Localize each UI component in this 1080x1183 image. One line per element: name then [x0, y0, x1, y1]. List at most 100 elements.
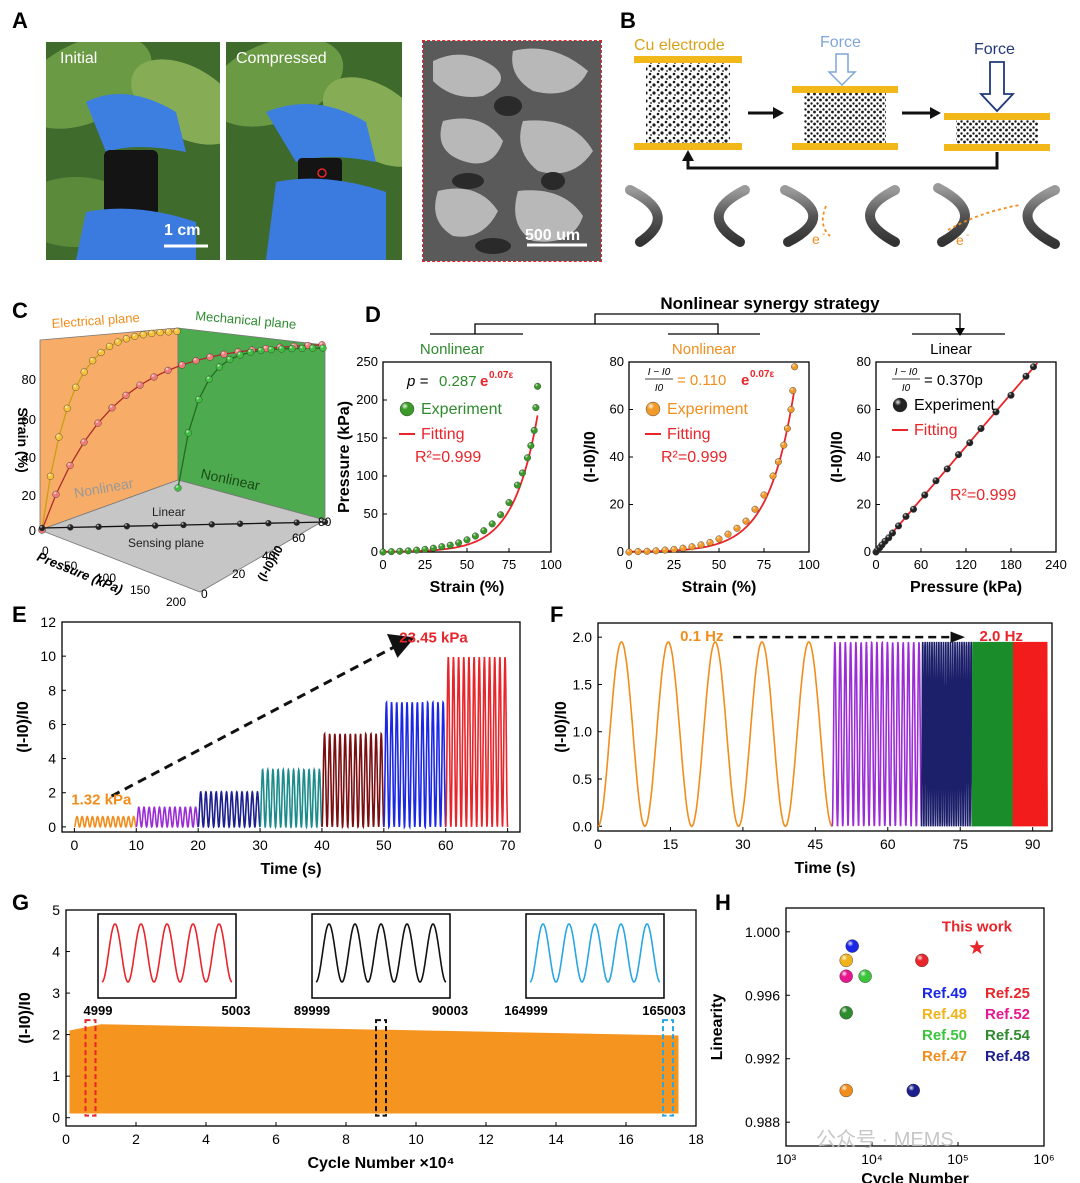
h-xtick-label: 10³ — [776, 1151, 797, 1167]
d3-point-shine — [921, 491, 929, 499]
c-point-pink-shine — [164, 367, 172, 374]
e-series-5 — [383, 699, 447, 830]
h-legend-ref-48: Ref.48 — [922, 1006, 967, 1023]
g-xtick-label: 12 — [478, 1131, 494, 1147]
c-point-linear-shine — [123, 523, 130, 530]
c-point-electrical-shine — [114, 338, 122, 346]
c-point-mechanical-shine — [278, 345, 285, 353]
d1-point-shine — [455, 539, 462, 547]
e-trend-arrowhead — [386, 633, 415, 658]
d1-legend-exp: Experiment — [421, 401, 502, 418]
g-ylabel: (I-I0)/I0 — [17, 992, 34, 1044]
g-inset-right-label: 165003 — [642, 1003, 685, 1018]
c-point-pink-shine — [122, 391, 130, 399]
d2-point-shine — [688, 543, 696, 551]
d1-eq-exp: e — [480, 373, 488, 390]
d2-ytick-label: 0 — [617, 544, 624, 559]
c-point-electrical-shine — [47, 472, 54, 480]
g-inset-frame — [311, 913, 451, 999]
c-strain-tick-0: 0 — [29, 523, 36, 538]
d1-eq-sup: 0.07ε — [489, 370, 513, 381]
d1-point-shine — [505, 499, 513, 506]
d1-xtick-label: 25 — [418, 557, 432, 572]
e-frame — [61, 621, 521, 833]
h-ytick-label: 1.000 — [745, 924, 780, 940]
f-series-4 — [1012, 641, 1048, 827]
e-ytick-label: 4 — [48, 751, 56, 767]
e-series-3 — [259, 766, 323, 830]
panel-letter-f: F — [550, 602, 564, 627]
h-point-shine — [906, 1083, 920, 1097]
c-point-pink-shine — [108, 404, 116, 412]
g-xtick-label: 14 — [548, 1131, 564, 1147]
d1-eq-coef: 0.287 — [439, 373, 477, 390]
c-point-mechanical-shine — [267, 346, 275, 353]
d3-xtick-label: 0 — [872, 557, 879, 572]
d3-eq-bot: I0 — [902, 383, 911, 394]
f-ytick-label: 1.5 — [573, 676, 593, 692]
h-frame — [785, 907, 1045, 1147]
h-xlabel: Cycle Number — [861, 1171, 969, 1183]
f-series-2 — [920, 641, 974, 827]
d3-point-shine — [895, 522, 902, 530]
d1-point-shine — [527, 442, 535, 449]
d3-ytick-label: 80 — [857, 354, 871, 369]
d3-ytick-label: 60 — [857, 402, 871, 417]
d2-xtick-label: 0 — [625, 557, 632, 572]
d2-point-shine — [643, 547, 651, 555]
e-ytick-label: 10 — [40, 648, 56, 664]
d3-point-shine — [966, 439, 974, 447]
d2-ytick-label: 40 — [610, 449, 624, 464]
f-series-0 — [597, 641, 833, 828]
g-xtick-label: 16 — [618, 1131, 634, 1147]
f-arrowhead — [950, 631, 966, 643]
g-xlabel: Cycle Number ×10⁴ — [307, 1155, 454, 1172]
d2-point-shine — [634, 548, 642, 555]
d3-eq-coef: = 0.370p — [924, 372, 983, 389]
d2-legend-marker-shine — [646, 402, 660, 416]
d3-point-shine — [932, 477, 940, 485]
g-xtick-label: 8 — [342, 1131, 350, 1147]
g-signal-band — [69, 1024, 679, 1114]
c-point-electrical-shine — [122, 335, 130, 343]
label-electron-1: e — [812, 231, 820, 247]
label-force-1: Force — [820, 34, 861, 51]
panel-letter-g: G — [12, 890, 30, 915]
panel-f-chart: 0 15 30 45 60 75 90 0.0 0.5 1.0 1.5 2.0 Time (s) (I-I… — [553, 622, 1053, 877]
c-point-mechanical-shine — [257, 347, 265, 354]
f-ytick-label: 1.0 — [573, 724, 593, 740]
d2-point-shine — [789, 387, 797, 394]
d1-header: Nonlinear — [420, 341, 484, 358]
d2-point-shine — [787, 406, 795, 413]
d3-point-shine — [910, 505, 917, 513]
c-point-electrical-shine — [72, 383, 80, 391]
c-point-mechanical-shine — [319, 344, 327, 352]
d2-xtick-label: 75 — [757, 557, 771, 572]
g-inset-signal — [101, 923, 233, 983]
d-header: Nonlinear synergy strategy — [660, 294, 880, 313]
d3-ytick-label: 20 — [857, 497, 871, 512]
h-legend-ref-49: Ref.49 — [922, 985, 967, 1002]
c-point-linear-shine — [152, 522, 159, 529]
c-point-electrical-shine — [89, 357, 97, 365]
d1-point-shine — [396, 547, 404, 555]
d1-point-shine — [379, 548, 387, 556]
d3-legend-exp: Experiment — [914, 397, 995, 414]
d2-eq-bot: I0 — [655, 383, 664, 394]
c-strain-tick-80: 80 — [22, 372, 36, 387]
c-point-mechanical-shine — [216, 363, 223, 371]
g-inset-signal — [529, 923, 661, 983]
c-current-tick-20: 20 — [232, 567, 246, 581]
g-frame — [65, 909, 697, 1127]
label-compressed: Compressed — [236, 50, 327, 67]
e-annot-high: 23.45 kPa — [399, 629, 468, 646]
g-inset-signal — [315, 923, 447, 983]
e-ytick-label: 0 — [48, 819, 56, 835]
d1-ytick-label: 250 — [356, 354, 378, 369]
d3-ytick-label: 0 — [864, 544, 871, 559]
c-point-mechanical-shine — [309, 344, 317, 352]
c-point-linear-shine — [95, 523, 102, 530]
g-ytick-label: 0 — [52, 1110, 60, 1126]
g-xtick-label: 0 — [62, 1131, 70, 1147]
h-legend-ref-47: Ref.47 — [922, 1048, 967, 1065]
